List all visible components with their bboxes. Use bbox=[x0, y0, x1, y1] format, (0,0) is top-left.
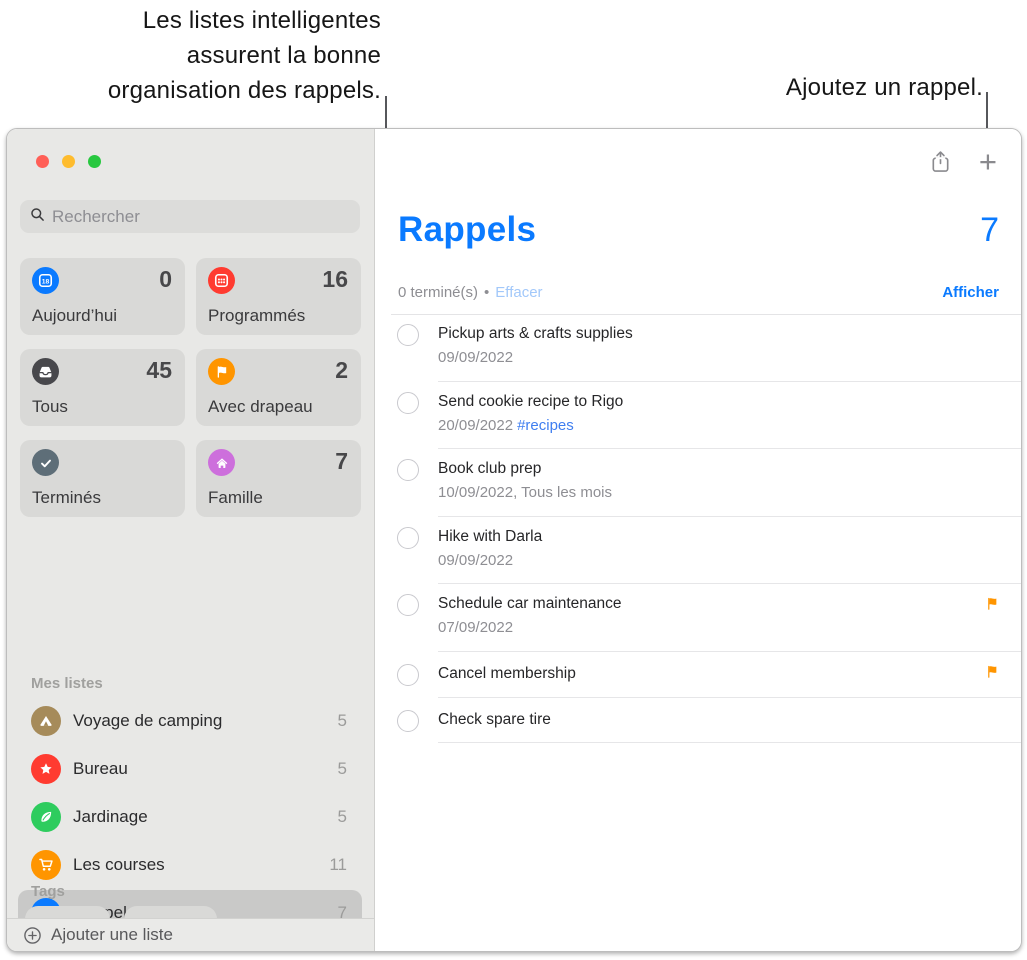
list-count: 7 bbox=[337, 903, 347, 922]
reminder-checkbox[interactable] bbox=[397, 594, 419, 616]
reminder-checkbox[interactable] bbox=[397, 392, 419, 414]
smart-list-label: Terminés bbox=[32, 488, 101, 507]
sidebar: 18 0 Aujourd’hui 16 Programmés 45 bbox=[7, 129, 375, 951]
reminder-checkbox[interactable] bbox=[397, 324, 419, 346]
reminder-date: 07/09/2022 bbox=[438, 619, 514, 636]
tags-header: Tags bbox=[31, 883, 65, 900]
reminder-list-view: + Rappels 7 0 terminé(s) • Effacer Affic… bbox=[375, 129, 1021, 951]
list-count: 5 bbox=[338, 951, 347, 952]
search-input[interactable] bbox=[52, 206, 350, 227]
header-divider bbox=[391, 314, 1021, 315]
search-icon bbox=[30, 207, 45, 227]
reminder-row[interactable]: Check spare tire bbox=[375, 698, 1021, 743]
minimize-button[interactable] bbox=[62, 155, 75, 168]
reminder-checkbox[interactable] bbox=[397, 710, 419, 732]
list-label: Voyage de camping bbox=[73, 711, 223, 730]
callout-line-2: assurent la bonne bbox=[186, 42, 381, 69]
smart-list-count: 45 bbox=[146, 357, 172, 383]
dot-separator: • bbox=[484, 284, 490, 301]
circle-plus-icon bbox=[23, 926, 42, 945]
callout-add-reminder: Ajoutez un rappel. bbox=[785, 74, 983, 101]
reminder-checkbox[interactable] bbox=[397, 459, 419, 481]
total-count: 7 bbox=[980, 211, 999, 249]
clear-completed-button[interactable]: Effacer bbox=[495, 284, 543, 301]
flag-icon bbox=[208, 358, 235, 385]
star-icon bbox=[31, 754, 61, 784]
calendar-today-icon: 18 bbox=[32, 267, 59, 294]
list-count: 5 bbox=[337, 807, 347, 826]
calendar-grid-icon bbox=[208, 267, 235, 294]
reminder-row[interactable]: Send cookie recipe to Rigo 20/09/2022 #re… bbox=[375, 382, 1021, 449]
list-label: Club de lecture bbox=[73, 951, 338, 952]
reminder-date: 09/09/2022 bbox=[438, 349, 514, 366]
smart-list-count: 0 bbox=[159, 266, 172, 292]
flag-icon bbox=[985, 596, 1000, 617]
svg-text:18: 18 bbox=[42, 278, 50, 285]
leaf-icon bbox=[31, 802, 61, 832]
reminder-row[interactable]: Schedule car maintenance 07/09/2022 bbox=[375, 584, 1021, 652]
list-label: Les courses bbox=[73, 855, 165, 874]
cart-icon bbox=[31, 850, 61, 880]
smart-list-label: Avec drapeau bbox=[208, 397, 313, 416]
add-list-label: Ajouter une liste bbox=[51, 925, 173, 944]
smart-list-label: Aujourd’hui bbox=[32, 306, 118, 325]
list-label: Bureau bbox=[73, 759, 128, 778]
tray-icon bbox=[32, 358, 59, 385]
callout-line-3: organisation des rappels. bbox=[107, 77, 381, 104]
reminder-row[interactable]: Hike with Darla 09/09/2022 bbox=[375, 517, 1021, 584]
page-title: Rappels bbox=[398, 210, 537, 249]
reminder-row[interactable]: Book club prep 10/09/2022, Tous les mois bbox=[375, 449, 1021, 517]
smart-list-flagged[interactable]: 2 Avec drapeau bbox=[196, 349, 361, 426]
smart-list-label: Famille bbox=[208, 488, 263, 507]
callout-line-1: Les listes intelligentes bbox=[142, 7, 381, 34]
reminder-row[interactable]: Pickup arts & crafts supplies 09/09/2022 bbox=[375, 314, 1021, 382]
reminder-tag[interactable]: #recipes bbox=[517, 417, 574, 434]
checkmark-icon bbox=[32, 449, 59, 476]
add-reminder-button[interactable]: + bbox=[978, 143, 997, 179]
smart-list-today[interactable]: 18 0 Aujourd’hui bbox=[20, 258, 185, 335]
list-count: 11 bbox=[329, 855, 347, 874]
list-label: Jardinage bbox=[73, 807, 148, 826]
callout-connector-right bbox=[986, 92, 988, 140]
smart-list-count: 7 bbox=[335, 448, 348, 474]
sidebar-item-les-courses[interactable]: Les courses 11 bbox=[7, 841, 374, 889]
reminder-checkbox[interactable] bbox=[397, 664, 419, 686]
smart-list-count: 16 bbox=[322, 266, 348, 292]
add-list-button[interactable]: Ajouter une liste bbox=[7, 918, 374, 951]
my-lists-header: Mes listes bbox=[31, 675, 103, 692]
smart-list-count: 2 bbox=[335, 357, 348, 383]
close-button[interactable] bbox=[36, 155, 49, 168]
sidebar-item-bureau[interactable]: Bureau 5 bbox=[7, 745, 374, 793]
completed-summary: 0 terminé(s) bbox=[398, 284, 479, 301]
callout-smart-lists: Les listes intelligentes assurent la bon… bbox=[0, 3, 381, 108]
share-button[interactable] bbox=[929, 149, 952, 174]
reminder-checkbox[interactable] bbox=[397, 527, 419, 549]
smart-list-label: Programmés bbox=[208, 306, 306, 325]
zoom-button[interactable] bbox=[88, 155, 101, 168]
smart-list-all[interactable]: 45 Tous bbox=[20, 349, 185, 426]
sidebar-item-jardinage[interactable]: Jardinage 5 bbox=[7, 793, 374, 841]
list-count: 5 bbox=[337, 711, 347, 730]
smart-list-label: Tous bbox=[32, 397, 68, 416]
tent-icon bbox=[31, 706, 61, 736]
smart-lists-grid: 18 0 Aujourd’hui 16 Programmés 45 bbox=[20, 258, 361, 517]
flag-icon bbox=[985, 664, 1000, 685]
reminder-date: 10/09/2022, Tous les mois bbox=[438, 484, 613, 501]
search-field[interactable] bbox=[20, 200, 360, 233]
sidebar-item-voyage-de-camping[interactable]: Voyage de camping 5 bbox=[7, 697, 374, 745]
reminders-window: 18 0 Aujourd’hui 16 Programmés 45 bbox=[6, 128, 1022, 952]
window-controls bbox=[36, 155, 101, 168]
reminder-row[interactable]: Cancel membership bbox=[375, 652, 1021, 698]
reminder-date: 20/09/2022 bbox=[438, 417, 514, 434]
reminder-date: 09/09/2022 bbox=[438, 552, 514, 569]
list-count: 5 bbox=[337, 759, 347, 778]
smart-list-completed[interactable]: Terminés bbox=[20, 440, 185, 517]
smart-list-scheduled[interactable]: 16 Programmés bbox=[196, 258, 361, 335]
smart-list-family[interactable]: 7 Famille bbox=[196, 440, 361, 517]
house-icon bbox=[208, 449, 235, 476]
show-button[interactable]: Afficher bbox=[942, 284, 999, 301]
reminders-list: Pickup arts & crafts supplies 09/09/2022… bbox=[375, 314, 1021, 743]
